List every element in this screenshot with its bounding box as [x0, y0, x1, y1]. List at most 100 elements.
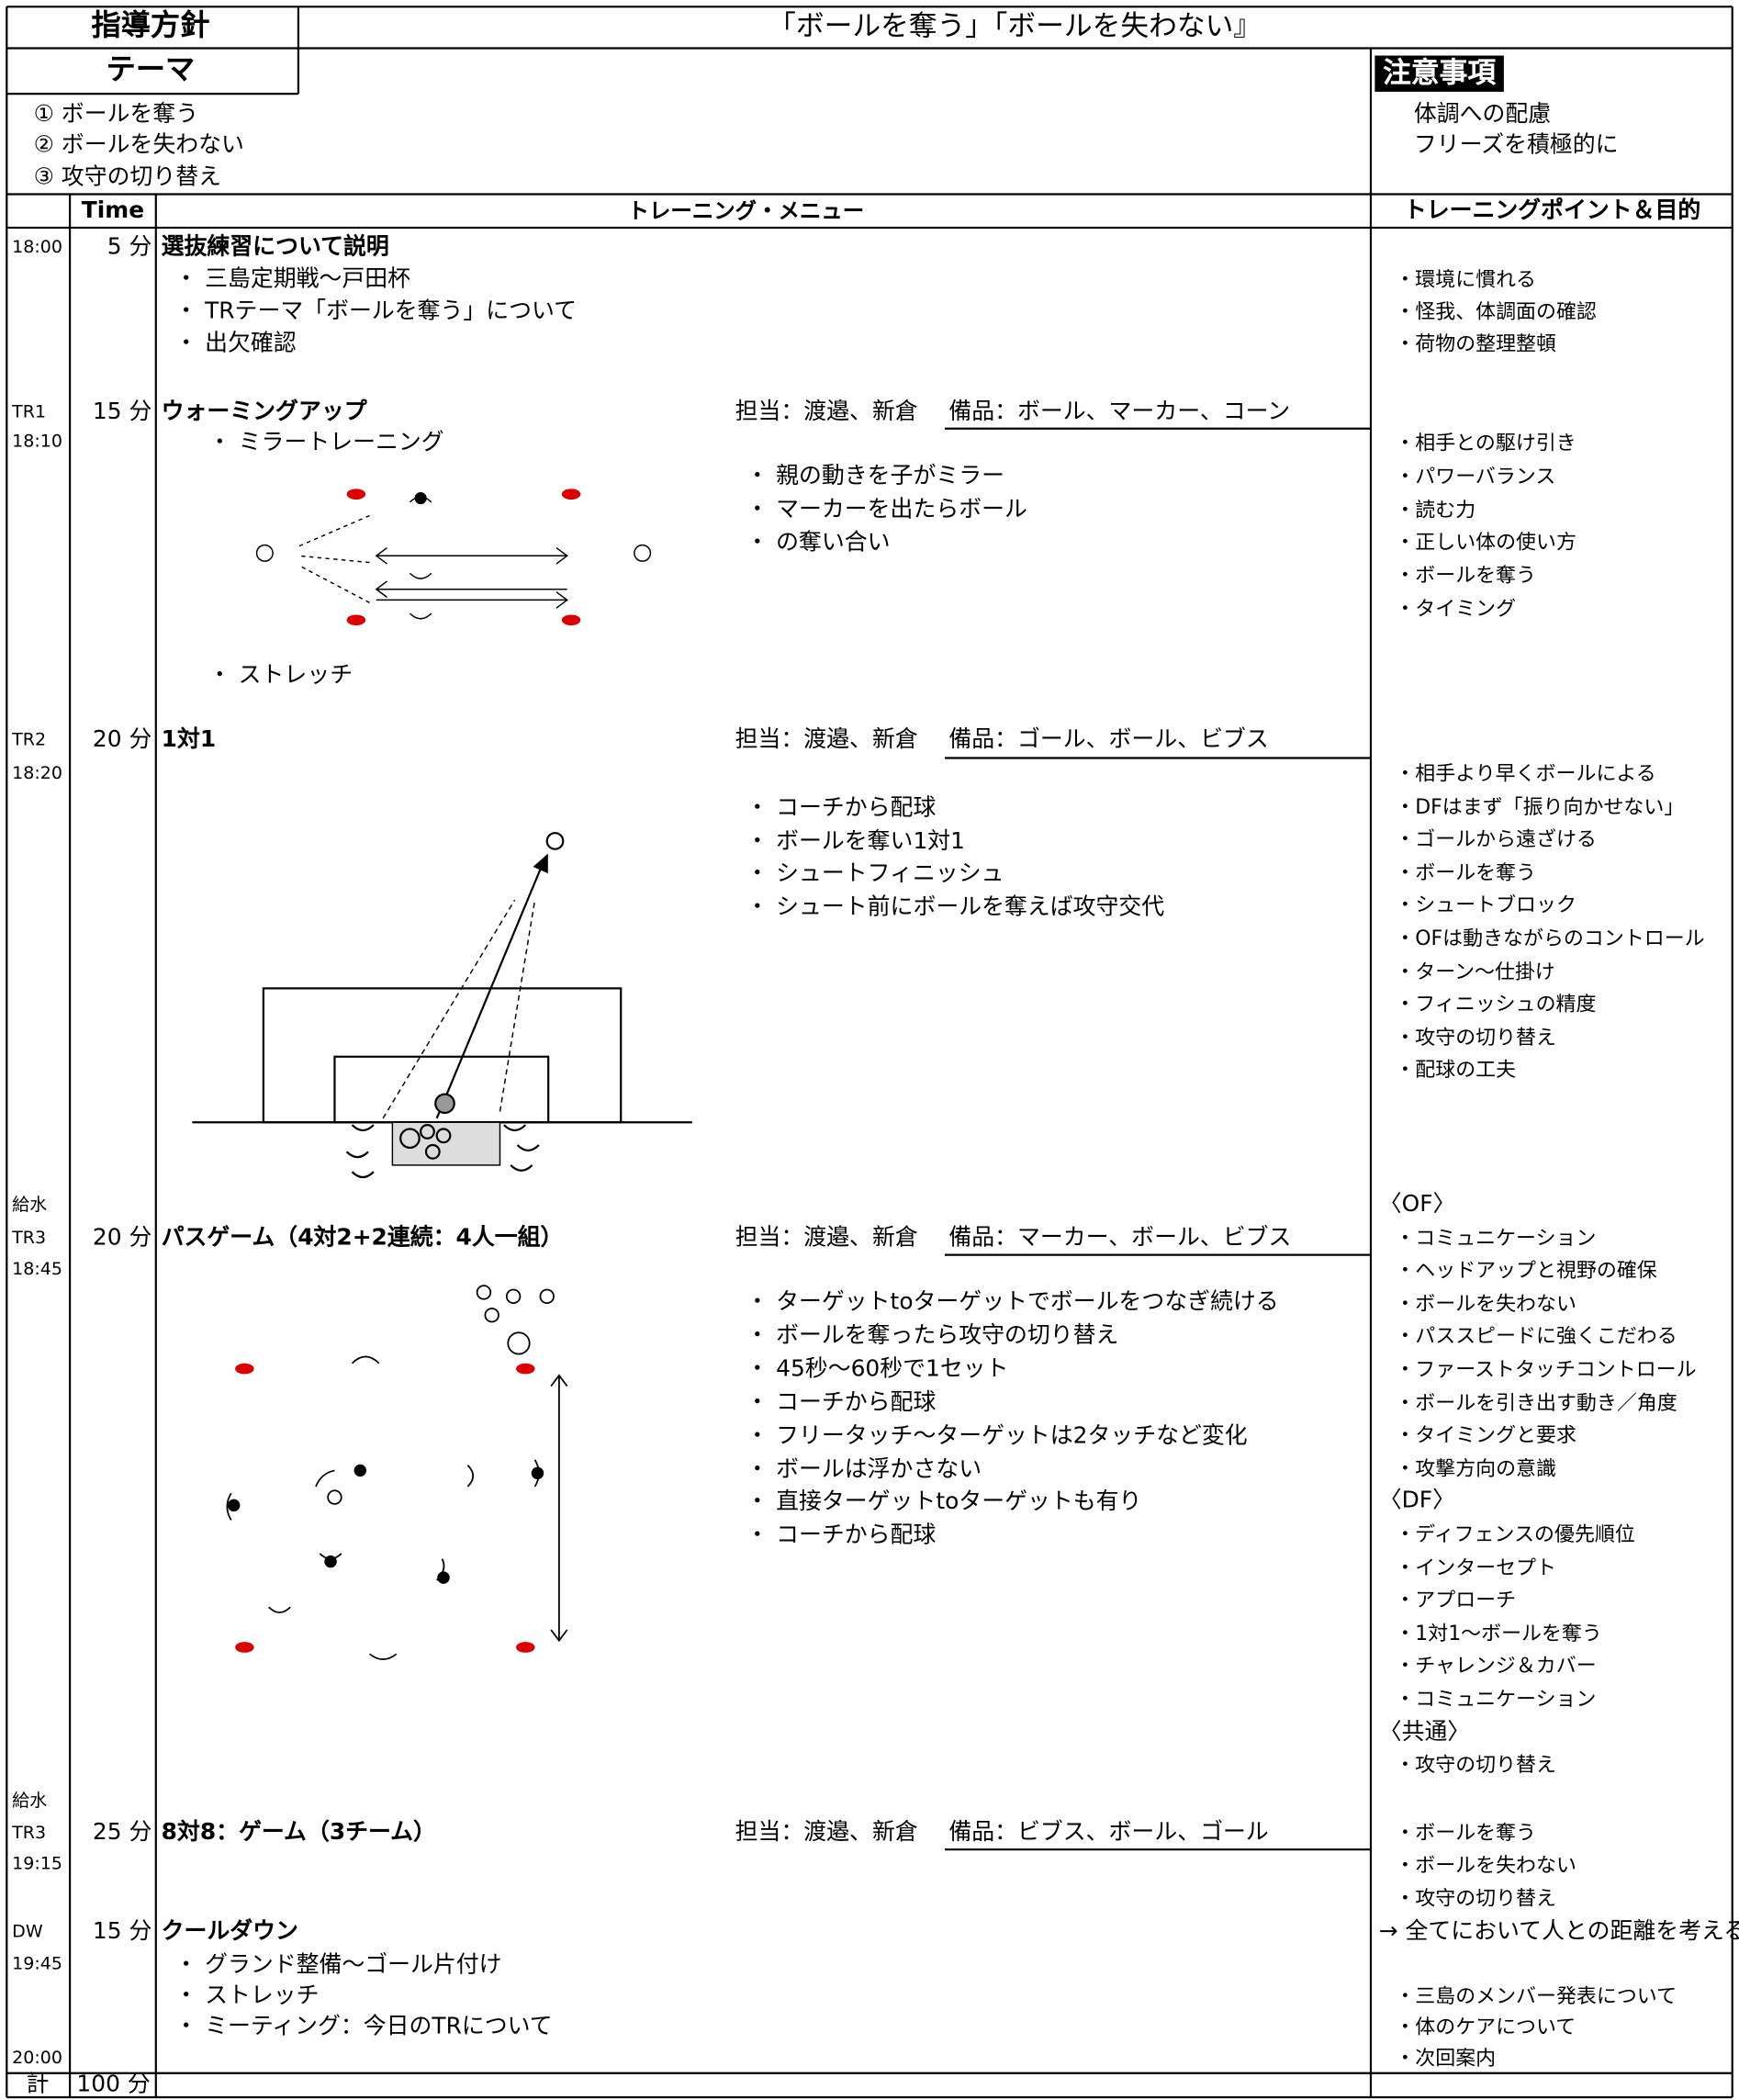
point: ・インターセプト: [1395, 1555, 1556, 1579]
total-label: 計: [26, 2071, 50, 2098]
point: ・攻守の切り替え: [1395, 1752, 1556, 1777]
time-label: TR3: [12, 1823, 47, 1844]
menu-point: ・ マーカーを出たらボール: [746, 496, 1027, 523]
menu-point: ・ ボールを奪い1対1: [746, 828, 966, 856]
minutes: 20 分: [92, 1224, 152, 1252]
notes-item: フリーズを積極的に: [1413, 131, 1619, 159]
minutes: 15 分: [92, 398, 152, 426]
time-label: 給水: [12, 1791, 48, 1812]
point: ・ボールを失わない: [1395, 1291, 1576, 1316]
point: ・配球の工夫: [1395, 1058, 1517, 1083]
time-label: 19:45: [12, 1954, 63, 1975]
point: ・1対1～ボールを奪う: [1395, 1621, 1602, 1645]
point: ・ディフェンスの優先順位: [1395, 1522, 1635, 1546]
point: ・DFはまず「振り向かせない」: [1395, 794, 1685, 819]
theme-item: ③ 攻守の切り替え: [33, 163, 222, 191]
time-label: 給水: [12, 1195, 48, 1216]
point: ・環境に慣れる: [1395, 266, 1537, 292]
menu-point: ・ シュート前にボールを奪えば攻守交代: [746, 893, 1165, 921]
equipment: 備品：ビブス、ボール、ゴール: [948, 1819, 1269, 1847]
menu-point: ・ 親の動きを子がミラー: [746, 462, 1004, 490]
point: ・三島のメンバー発表について: [1395, 1983, 1677, 2009]
point: ・アプローチ: [1395, 1588, 1517, 1612]
minutes: 25 分: [92, 1819, 152, 1847]
theme-item: ① ボールを奪う: [33, 101, 199, 129]
session-title: 8対8：ゲーム（3チーム）: [161, 1819, 436, 1847]
point: ・ファーストタッチコントロール: [1395, 1357, 1697, 1382]
point: ・読む力: [1395, 497, 1476, 522]
menu-point: ・ コーチから配球: [746, 1388, 937, 1416]
menu-point: ・ ボールは浮かさない: [746, 1455, 982, 1483]
point: ・ターン～仕掛け: [1395, 959, 1555, 983]
point: ・コミュニケーション: [1395, 1686, 1597, 1712]
session-title: パスゲーム（4対2+2連続：4人一組）: [161, 1224, 564, 1252]
point: ・OFは動きながらのコントロール: [1395, 926, 1705, 950]
point: ・攻守の切り替え: [1395, 1025, 1556, 1050]
equipment: 備品：ボール、マーカー、コーン: [948, 398, 1291, 426]
time-label: DW: [12, 1922, 43, 1943]
menu-item: ・ ストレッチ: [174, 1982, 320, 2010]
column-header: トレーニングポイント＆目的: [1403, 197, 1701, 225]
menu-point: ・ 直接ターゲットtoターゲットも有り: [746, 1488, 1142, 1516]
notes-item: 体調への配慮: [1413, 101, 1552, 129]
point: ・ボールを奪う: [1395, 859, 1537, 885]
menu-point: ・ シュートフィニッシュ: [746, 860, 1004, 888]
point: ・怪我、体調面の確認: [1395, 298, 1597, 324]
menu-item: ・ ミラートレーニング: [208, 429, 444, 456]
time-label: TR1: [12, 402, 47, 423]
staff: 担当：渡邉、新倉: [735, 726, 918, 754]
theme-label: テーマ: [106, 53, 196, 87]
point: ・パワーバランス: [1395, 464, 1556, 489]
point: ・ボールを奪う: [1395, 1820, 1537, 1846]
menu-point: ・ フリータッチ～ターゲットは2タッチなど変化: [746, 1422, 1248, 1450]
point: ・タイミング: [1395, 596, 1517, 622]
minutes: 15 分: [92, 1918, 152, 1946]
column-header: Time: [81, 197, 145, 225]
staff: 担当：渡邉、新倉: [735, 1819, 918, 1847]
point: 〈OF〉: [1378, 1191, 1456, 1218]
point: ・ボールを引き出す動き／角度: [1395, 1390, 1677, 1415]
point: ・ボールを奪う: [1395, 563, 1537, 588]
policy-text: 「ボールを奪う」「ボールを失わない』: [768, 9, 1262, 42]
point: ・タイミングと要求: [1395, 1422, 1576, 1448]
equipment: 備品：ゴール、ボール、ビブス: [948, 726, 1269, 754]
point: ・パススピードに強くこだわる: [1395, 1324, 1677, 1349]
menu-item: ・ ミーティング：今日のTRについて: [174, 2013, 553, 2041]
point: ・ボールを失わない: [1395, 1852, 1576, 1878]
menu-item: ・ 出欠確認: [174, 330, 297, 357]
point: ・相手より早くボールによる: [1395, 761, 1656, 786]
point: ・シュートブロック: [1395, 893, 1576, 917]
time-label: TR3: [12, 1229, 47, 1250]
point: ・体のケアについて: [1395, 2015, 1576, 2039]
theme-item: ② ボールを失わない: [33, 131, 244, 159]
equipment: 備品：マーカー、ボール、ビブス: [948, 1224, 1292, 1252]
column-header: トレーニング・メニュー: [627, 197, 865, 224]
total-minutes: 100 分: [76, 2071, 151, 2098]
time-label: 18:00: [12, 237, 63, 258]
session-title: 1対1: [161, 726, 217, 754]
session-title: ウォーミングアップ: [161, 398, 367, 426]
minutes: 20 分: [92, 726, 152, 754]
time-label: TR2: [12, 730, 47, 751]
menu-point: ・ 45秒～60秒で1セット: [746, 1355, 1009, 1383]
menu-item: ・ ストレッチ: [208, 662, 353, 690]
menu-point: ・ の奪い合い: [746, 529, 891, 557]
time-label: 18:45: [12, 1259, 63, 1280]
time-label: 19:15: [12, 1854, 63, 1875]
time-label: 18:10: [12, 432, 63, 453]
point: ・相手との駆け引き: [1395, 430, 1576, 455]
minutes: 5 分: [107, 233, 152, 261]
point: ・攻守の切り替え: [1395, 1886, 1556, 1911]
point: ・コミュニケーション: [1395, 1225, 1597, 1250]
point: ・フィニッシュの精度: [1395, 992, 1597, 1016]
staff: 担当：渡邉、新倉: [735, 1224, 918, 1252]
point: ・ヘッドアップと視野の確保: [1395, 1258, 1657, 1283]
point: ・荷物の整理整頓: [1395, 331, 1556, 356]
menu-point: ・ ボールを奪ったら攻守の切り替え: [746, 1322, 1119, 1350]
menu-point: ・ ターゲットtoターゲットでボールをつなぎ続ける: [746, 1288, 1279, 1316]
time-label: 20:00: [12, 2048, 63, 2069]
point: ・チャレンジ＆カバー: [1395, 1654, 1597, 1679]
time-label: 18:20: [12, 764, 63, 784]
